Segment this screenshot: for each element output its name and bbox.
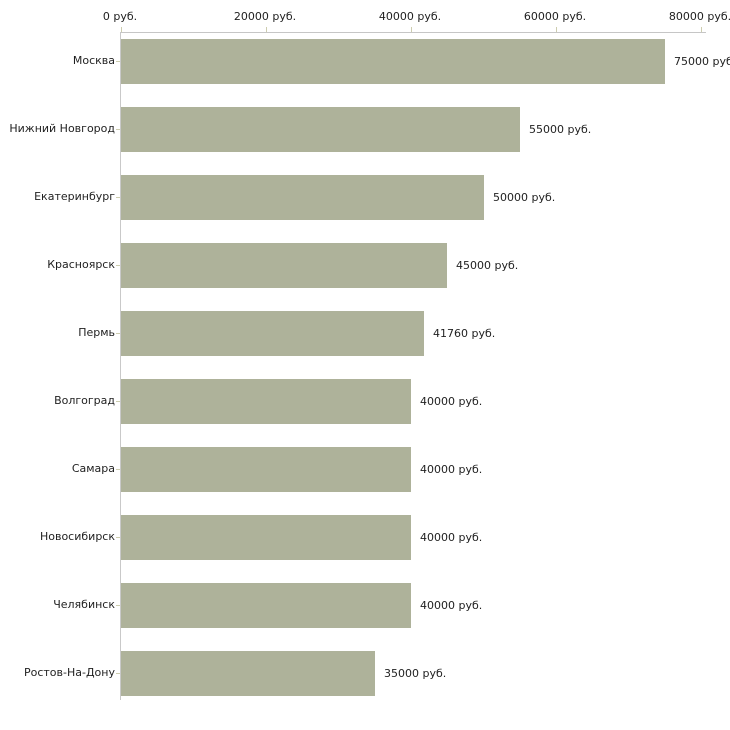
category-label: Ростов-На-Дону <box>23 666 115 679</box>
bar <box>121 447 411 492</box>
x-axis-tick-label: 80000 руб. <box>668 10 730 23</box>
bar <box>121 175 484 220</box>
y-axis-tick-mark <box>116 537 120 538</box>
y-axis-tick-mark <box>116 401 120 402</box>
x-axis-tick-label: 20000 руб. <box>233 10 297 23</box>
y-axis-tick-mark <box>116 197 120 198</box>
x-axis-tick-mark <box>266 27 267 32</box>
bar <box>121 583 411 628</box>
bar-value-label: 40000 руб. <box>420 599 483 612</box>
bar <box>121 39 665 84</box>
category-label: Новосибирск <box>39 530 115 543</box>
y-axis-tick-mark <box>116 469 120 470</box>
y-axis-tick-mark <box>116 61 120 62</box>
category-label: Екатеринбург <box>34 190 115 203</box>
category-label: Челябинск <box>53 598 115 611</box>
category-label: Волгоград <box>54 394 115 407</box>
y-axis-tick-mark <box>116 333 120 334</box>
bar-value-label: 40000 руб. <box>420 395 483 408</box>
bar <box>121 379 411 424</box>
bar <box>121 651 375 696</box>
y-axis-tick-mark <box>116 673 120 674</box>
bar-value-label: 45000 руб. <box>456 259 519 272</box>
x-axis-tick-mark <box>556 27 557 32</box>
bar-value-label: 55000 руб. <box>529 123 592 136</box>
bar-value-label: 40000 руб. <box>420 531 483 544</box>
category-label: Самара <box>71 462 115 475</box>
bar <box>121 243 447 288</box>
bar <box>121 107 520 152</box>
bar-value-label: 40000 руб. <box>420 463 483 476</box>
x-axis-tick-mark <box>121 27 122 32</box>
plot-area: 75000 руб. 55000 руб. 50000 руб. 45000 руб.… <box>120 27 730 700</box>
x-axis-tick-label: 60000 руб. <box>523 10 587 23</box>
x-axis-tick-label: 0 руб. <box>102 10 138 23</box>
x-axis-tick-mark <box>411 27 412 32</box>
category-label: Нижний Новгород <box>9 122 115 135</box>
x-axis-tick-mark <box>701 27 702 32</box>
bar-value-label: 75000 руб. <box>674 55 730 68</box>
y-axis-tick-mark <box>116 605 120 606</box>
x-axis-tick-label: 40000 руб. <box>378 10 442 23</box>
y-axis-tick-mark <box>116 129 120 130</box>
bar-value-label: 41760 руб. <box>433 327 496 340</box>
category-label: Пермь <box>78 326 115 339</box>
category-label: Красноярск <box>47 258 115 271</box>
bar <box>121 515 411 560</box>
bar-value-label: 50000 руб. <box>493 191 556 204</box>
category-label: Москва <box>72 54 115 67</box>
bar <box>121 311 424 356</box>
bar-value-label: 35000 руб. <box>384 667 447 680</box>
y-axis-tick-mark <box>116 265 120 266</box>
